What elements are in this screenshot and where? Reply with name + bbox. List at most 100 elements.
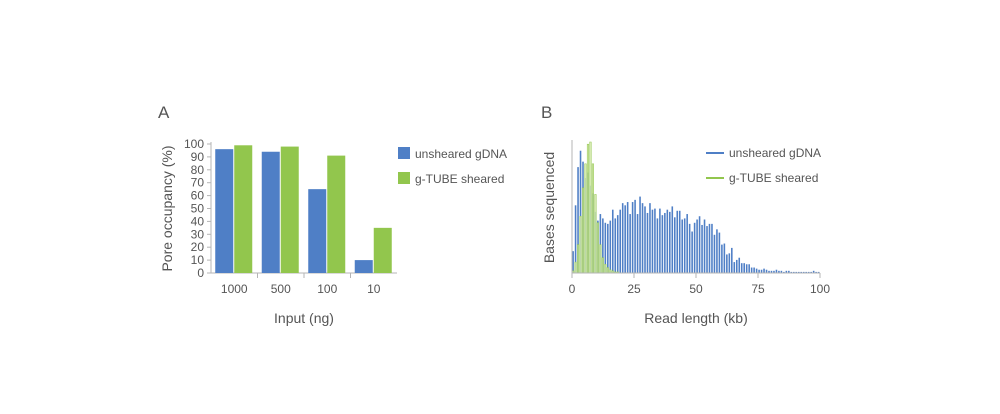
hist-bar-unsheared	[686, 214, 688, 273]
hist-bar-unsheared	[666, 209, 669, 273]
hist-bar-unsheared	[641, 203, 644, 273]
hist-bar-unsheared	[778, 270, 780, 273]
hist-bar-unsheared	[738, 257, 741, 273]
bar-unsheared-10	[354, 260, 373, 273]
hist-bar-unsheared	[740, 263, 743, 273]
bar-sheared-500	[280, 146, 299, 273]
hist-bar-unsheared	[723, 243, 726, 273]
hist-bar-unsheared	[696, 219, 698, 273]
panel-b-letter: B	[541, 103, 553, 122]
hist-bar-unsheared	[701, 224, 703, 273]
hist-bar-unsheared	[765, 269, 768, 273]
hist-bar-unsheared	[636, 214, 639, 273]
y-tick-label: 90	[191, 150, 205, 164]
hist-bar-unsheared	[651, 209, 654, 273]
hist-bar-unsheared	[664, 212, 666, 273]
hist-bar-unsheared	[770, 270, 773, 273]
hist-bar-sheared	[589, 141, 592, 274]
bar-unsheared-500	[261, 151, 280, 273]
x-tick-label: 100	[317, 282, 337, 296]
legend-swatch-unsheared	[398, 147, 410, 159]
hist-bar-unsheared	[678, 210, 681, 273]
hist-bar-unsheared	[693, 222, 696, 273]
hist-bar-unsheared	[758, 269, 760, 273]
hist-bar-unsheared	[706, 226, 708, 273]
hist-bar-unsheared	[656, 218, 659, 273]
bar-sheared-1000	[234, 145, 253, 273]
x-tick-label: 100	[810, 282, 830, 296]
hist-bar-sheared	[601, 257, 604, 274]
hist-bar-sheared	[606, 267, 609, 274]
x-tick-label: 25	[627, 282, 641, 296]
panel-a-letter: A	[158, 103, 170, 122]
hist-bar-unsheared	[713, 234, 716, 273]
hist-bar-unsheared	[783, 271, 785, 273]
hist-bar-unsheared	[731, 247, 733, 273]
hist-bar-unsheared	[790, 271, 793, 273]
hist-bar-unsheared	[634, 199, 636, 273]
hist-bar-unsheared	[793, 271, 795, 273]
hist-bar-unsheared	[579, 150, 582, 273]
hist-bar-unsheared	[676, 210, 679, 273]
hist-bar-unsheared	[743, 263, 745, 273]
hist-bar-sheared	[594, 194, 597, 274]
hist-bar-unsheared	[631, 202, 634, 273]
hist-bar-unsheared	[805, 271, 807, 273]
x-axis-label: Input (ng)	[274, 310, 334, 326]
hist-bar-unsheared	[624, 205, 626, 273]
hist-bar-unsheared	[609, 220, 612, 273]
hist-bar-unsheared	[716, 229, 718, 273]
y-tick-label: 100	[184, 137, 204, 151]
y-tick-label: 10	[191, 253, 205, 267]
hist-bar-sheared	[581, 187, 585, 274]
hist-bar-unsheared	[649, 203, 651, 273]
hist-bar-sheared	[604, 264, 607, 274]
hist-bar-unsheared	[703, 219, 706, 273]
hist-bar-unsheared	[775, 269, 778, 273]
hist-bar-unsheared	[698, 216, 701, 273]
hist-bar-unsheared	[671, 206, 674, 273]
x-axis-label: Read length (kb)	[644, 310, 748, 326]
hist-bar-unsheared	[691, 231, 693, 273]
hist-bar-unsheared	[785, 270, 788, 273]
hist-bar-unsheared	[812, 270, 815, 273]
hist-bar-unsheared	[810, 271, 812, 273]
hist-bar-unsheared	[815, 271, 817, 273]
hist-bar-unsheared	[619, 209, 621, 273]
hist-bar-unsheared	[626, 202, 629, 273]
hist-bar-unsheared	[659, 208, 661, 273]
hist-bar-sheared	[574, 261, 577, 274]
hist-bar-unsheared	[708, 223, 711, 273]
hist-bar-unsheared	[688, 223, 691, 273]
hist-bar-unsheared	[621, 203, 624, 273]
hist-bar-unsheared	[733, 262, 736, 273]
hist-bar-unsheared	[661, 215, 664, 273]
y-tick-label: 20	[191, 240, 205, 254]
hist-bar-sheared	[591, 163, 594, 274]
hist-bar-unsheared	[599, 214, 602, 273]
hist-bar-unsheared	[711, 223, 713, 273]
hist-bar-unsheared	[669, 211, 671, 273]
y-tick-label: 50	[191, 202, 205, 216]
bar-sheared-100	[327, 155, 346, 273]
bar-sheared-10	[373, 227, 392, 273]
y-axis-label: Bases sequenced	[541, 152, 557, 263]
hist-bar-unsheared	[574, 205, 577, 273]
legend-label: unsheared gDNA	[729, 146, 821, 160]
y-tick-label: 60	[191, 189, 205, 203]
bar-unsheared-1000	[215, 149, 234, 273]
hist-bar-unsheared	[797, 271, 800, 273]
hist-bar-unsheared	[673, 217, 676, 273]
bar-unsheared-100	[308, 189, 327, 273]
hist-bar-sheared	[579, 215, 582, 274]
hist-bar-unsheared	[748, 264, 750, 273]
x-tick-label: 75	[751, 282, 765, 296]
hist-bar-unsheared	[681, 219, 683, 273]
hist-bar-unsheared	[646, 212, 649, 273]
y-tick-label: 80	[191, 163, 205, 177]
hist-bar-unsheared	[683, 218, 686, 273]
hist-bar-sheared	[584, 163, 587, 274]
hist-bar-unsheared	[800, 271, 803, 273]
hist-bar-unsheared	[611, 209, 614, 273]
